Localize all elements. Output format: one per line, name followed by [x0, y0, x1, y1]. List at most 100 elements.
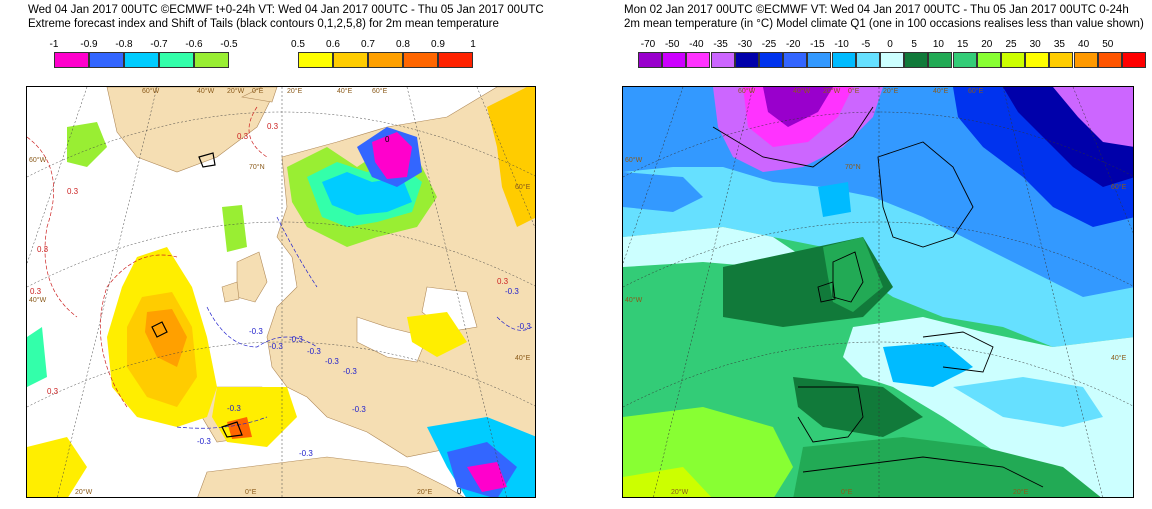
longitude-label: 40°E: [337, 88, 353, 95]
contour-label: -0.3: [325, 357, 339, 366]
longitude-label: 40°E: [1111, 355, 1127, 362]
legend-swatch-positive: [438, 52, 473, 68]
legend-label: -0.7: [150, 39, 168, 50]
legend-label: 40: [1078, 39, 1090, 50]
legend-label: -25: [761, 39, 777, 50]
legend-label: 30: [1029, 39, 1041, 50]
legend-label: -0.9: [80, 39, 98, 50]
legend-label: -0.5: [220, 39, 238, 50]
legend-label: 0.9: [431, 39, 445, 50]
longitude-label: 60°E: [372, 88, 388, 95]
longitude-label: 20°E: [1013, 489, 1029, 496]
legend-label: 0.5: [291, 39, 305, 50]
left-map-svg: [27, 87, 535, 497]
longitude-label: 20°W: [671, 489, 689, 496]
legend-label: 0.7: [361, 39, 375, 50]
legend-swatch-temperature: [831, 52, 856, 68]
longitude-label: 60°E: [968, 88, 984, 95]
legend-swatch-temperature: [637, 52, 663, 68]
contour-label: 0.3: [267, 122, 279, 131]
legend-label: 25: [1005, 39, 1017, 50]
contour-label: 0.3: [37, 245, 49, 254]
longitude-label: 40°E: [515, 355, 531, 362]
longitude-label: 20°W: [227, 88, 245, 95]
longitude-label: 0°E: [245, 489, 257, 496]
legend-swatch-temperature: [1049, 52, 1074, 68]
legend-label: 5: [911, 39, 917, 50]
legend-label: 0: [887, 39, 893, 50]
right-temperature-fields: [623, 87, 1133, 497]
legend-swatch-negative: [159, 52, 194, 68]
legend-swatch-temperature: [686, 52, 711, 68]
legend-swatch-positive: [298, 52, 333, 68]
left-title-line1: Wed 04 Jan 2017 00UTC ©ECMWF t+0-24h VT:…: [28, 4, 544, 16]
longitude-label: 0°E: [848, 88, 860, 95]
legend-swatch-temperature: [952, 52, 977, 68]
contour-label: -0.3: [249, 327, 263, 336]
longitude-label: 20°E: [417, 489, 433, 496]
contour-label: -0.3: [343, 367, 357, 376]
left-contours: [27, 106, 533, 429]
legend-label: 50: [1102, 39, 1114, 50]
longitude-label: 60°W: [29, 157, 47, 164]
longitude-label: 20°W: [75, 489, 93, 496]
contour-label: 0.3: [497, 277, 509, 286]
legend-label: -10: [834, 39, 849, 50]
legend-swatch-temperature: [976, 52, 1001, 68]
longitude-label: 20°E: [883, 88, 899, 95]
right-graticule: [623, 87, 1133, 497]
legend-swatch-negative: [124, 52, 159, 68]
legend-label: -0.6: [185, 39, 203, 50]
legend-swatch-temperature: [807, 52, 832, 68]
legend-label: -20: [785, 39, 801, 50]
legend-label: 0.8: [396, 39, 410, 50]
legend-swatch-temperature: [1000, 52, 1026, 68]
contour-label: -0.3: [505, 287, 519, 296]
longitude-label: 40°E: [933, 88, 949, 95]
longitude-label: 40°W: [625, 297, 643, 304]
right-title-line1: Mon 02 Jan 2017 00UTC ©ECMWF VT: Wed 04 …: [624, 4, 1129, 16]
longitude-label: 60°E: [515, 184, 531, 191]
legend-label: -40: [689, 39, 704, 50]
legend-label: 10: [932, 39, 944, 50]
left-graticule: [27, 87, 535, 497]
longitude-label: 60°E: [1111, 184, 1127, 191]
contour-label: 0.3: [237, 132, 249, 141]
legend-label: -0.8: [115, 39, 133, 50]
contour-label: -0.3: [307, 347, 321, 356]
right-coastlines: [712, 106, 1044, 488]
contour-label: -0.3: [299, 449, 313, 458]
left-efi-warm: [27, 87, 535, 497]
legend-swatch-positive: [333, 52, 368, 68]
legend-swatch-temperature: [928, 52, 953, 68]
legend-swatch-negative: [54, 52, 89, 68]
legend-label: -50: [664, 39, 680, 50]
legend-swatch-negative: [89, 52, 124, 68]
longitude-label: 40°W: [793, 88, 811, 95]
left-efi-cold: [27, 122, 535, 497]
right-map-svg: [623, 87, 1133, 497]
contour-label: 0.3: [67, 187, 79, 196]
legend-label: 35: [1053, 39, 1065, 50]
legend-swatch-temperature: [758, 52, 784, 68]
legend-swatch-positive: [403, 52, 438, 68]
legend-swatch-temperature: [734, 52, 759, 68]
legend-swatch-temperature: [1025, 52, 1050, 68]
contour-label: -0.3: [352, 405, 366, 414]
legend-swatch-positive: [368, 52, 403, 68]
longitude-label: 20°E: [287, 88, 303, 95]
contour-label: 0.3: [47, 387, 59, 396]
longitude-label: 0°E: [841, 489, 853, 496]
contour-label: 0: [385, 135, 390, 144]
legend-label: 0.6: [326, 39, 340, 50]
legend-swatch-temperature: [783, 52, 808, 68]
legend-label: -70: [640, 39, 656, 50]
legend-swatch-temperature: [1121, 52, 1147, 68]
legend-label: -30: [737, 39, 753, 50]
legend-label: 1: [470, 39, 476, 50]
legend-label: -15: [810, 39, 825, 50]
legend-label: -1: [49, 39, 59, 50]
longitude-label: 0°E: [252, 88, 264, 95]
legend-swatch-temperature: [904, 52, 929, 68]
legend-swatch-temperature: [1097, 52, 1122, 68]
